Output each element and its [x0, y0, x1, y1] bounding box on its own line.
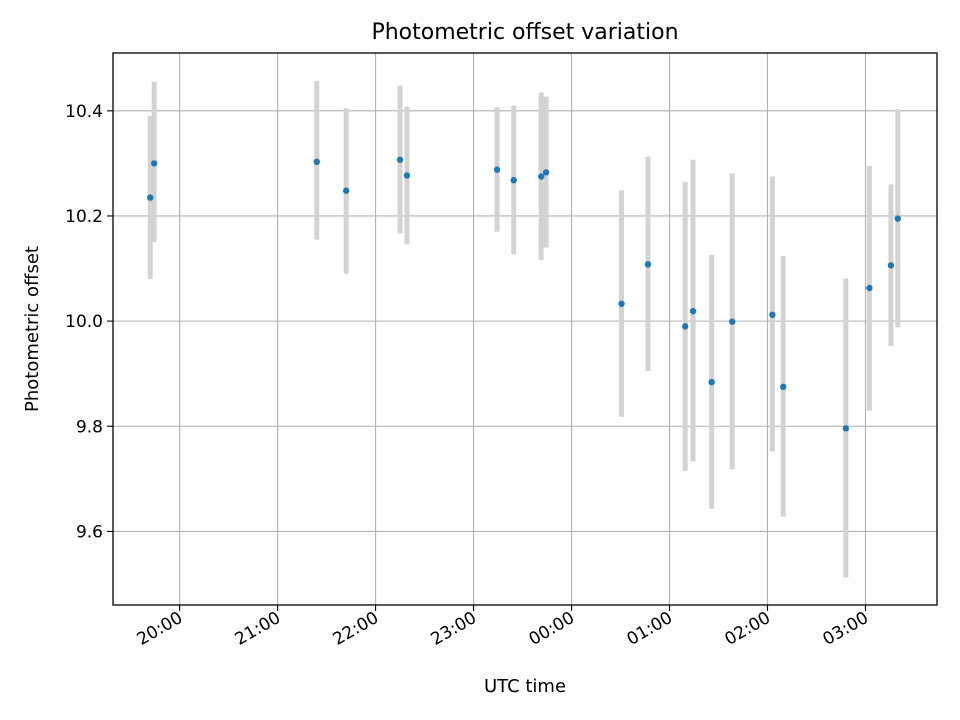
chart-title: Photometric offset variation: [371, 20, 678, 45]
y-tick-label: 9.8: [76, 417, 103, 437]
error-bars: [147, 80, 901, 578]
data-point: [894, 215, 902, 222]
y-tick-label: 10.4: [65, 102, 103, 122]
data-point: [689, 307, 697, 315]
y-axis: 9.6 9.8 10.0 10.2 10.4: [65, 102, 113, 542]
data-point: [779, 383, 787, 391]
grid: [113, 53, 937, 605]
data-point: [150, 160, 158, 167]
data-point: [729, 318, 736, 325]
data-point: [842, 425, 850, 432]
data-point: [537, 173, 545, 180]
data-point: [769, 311, 776, 319]
x-axis-label: UTC time: [484, 676, 566, 697]
x-tick-label: 02:00: [722, 608, 774, 650]
x-tick-label: 03:00: [820, 608, 872, 650]
x-axis: 20:00 21:00 22:00 23:00 00:00 01:00 02:00 03:00: [134, 605, 872, 650]
y-tick-label: 10.0: [65, 312, 103, 332]
data-point: [866, 284, 873, 292]
data-point: [542, 169, 550, 176]
data-point: [510, 177, 517, 184]
x-tick-label: 21:00: [232, 608, 284, 650]
y-axis-label: Photometric offset: [22, 246, 43, 412]
data-point: [403, 172, 411, 179]
data-point: [493, 166, 501, 173]
x-tick-label: 23:00: [428, 608, 480, 650]
x-tick-label: 20:00: [134, 608, 186, 650]
data-point: [618, 300, 625, 307]
y-tick-label: 10.2: [65, 207, 103, 227]
data-point: [644, 261, 652, 268]
data-point: [681, 323, 689, 330]
plot-frame: [112, 52, 938, 606]
data-point: [342, 187, 350, 194]
data-point: [887, 262, 895, 269]
data-points: [147, 156, 902, 432]
data-point: [147, 194, 154, 201]
data-point: [313, 158, 320, 166]
x-tick-label: 22:00: [330, 608, 382, 650]
y-tick-label: 9.6: [76, 522, 103, 542]
data-point: [396, 156, 404, 163]
x-tick-label: 00:00: [526, 608, 578, 650]
data-point: [708, 378, 715, 386]
x-tick-label: 01:00: [624, 608, 676, 650]
